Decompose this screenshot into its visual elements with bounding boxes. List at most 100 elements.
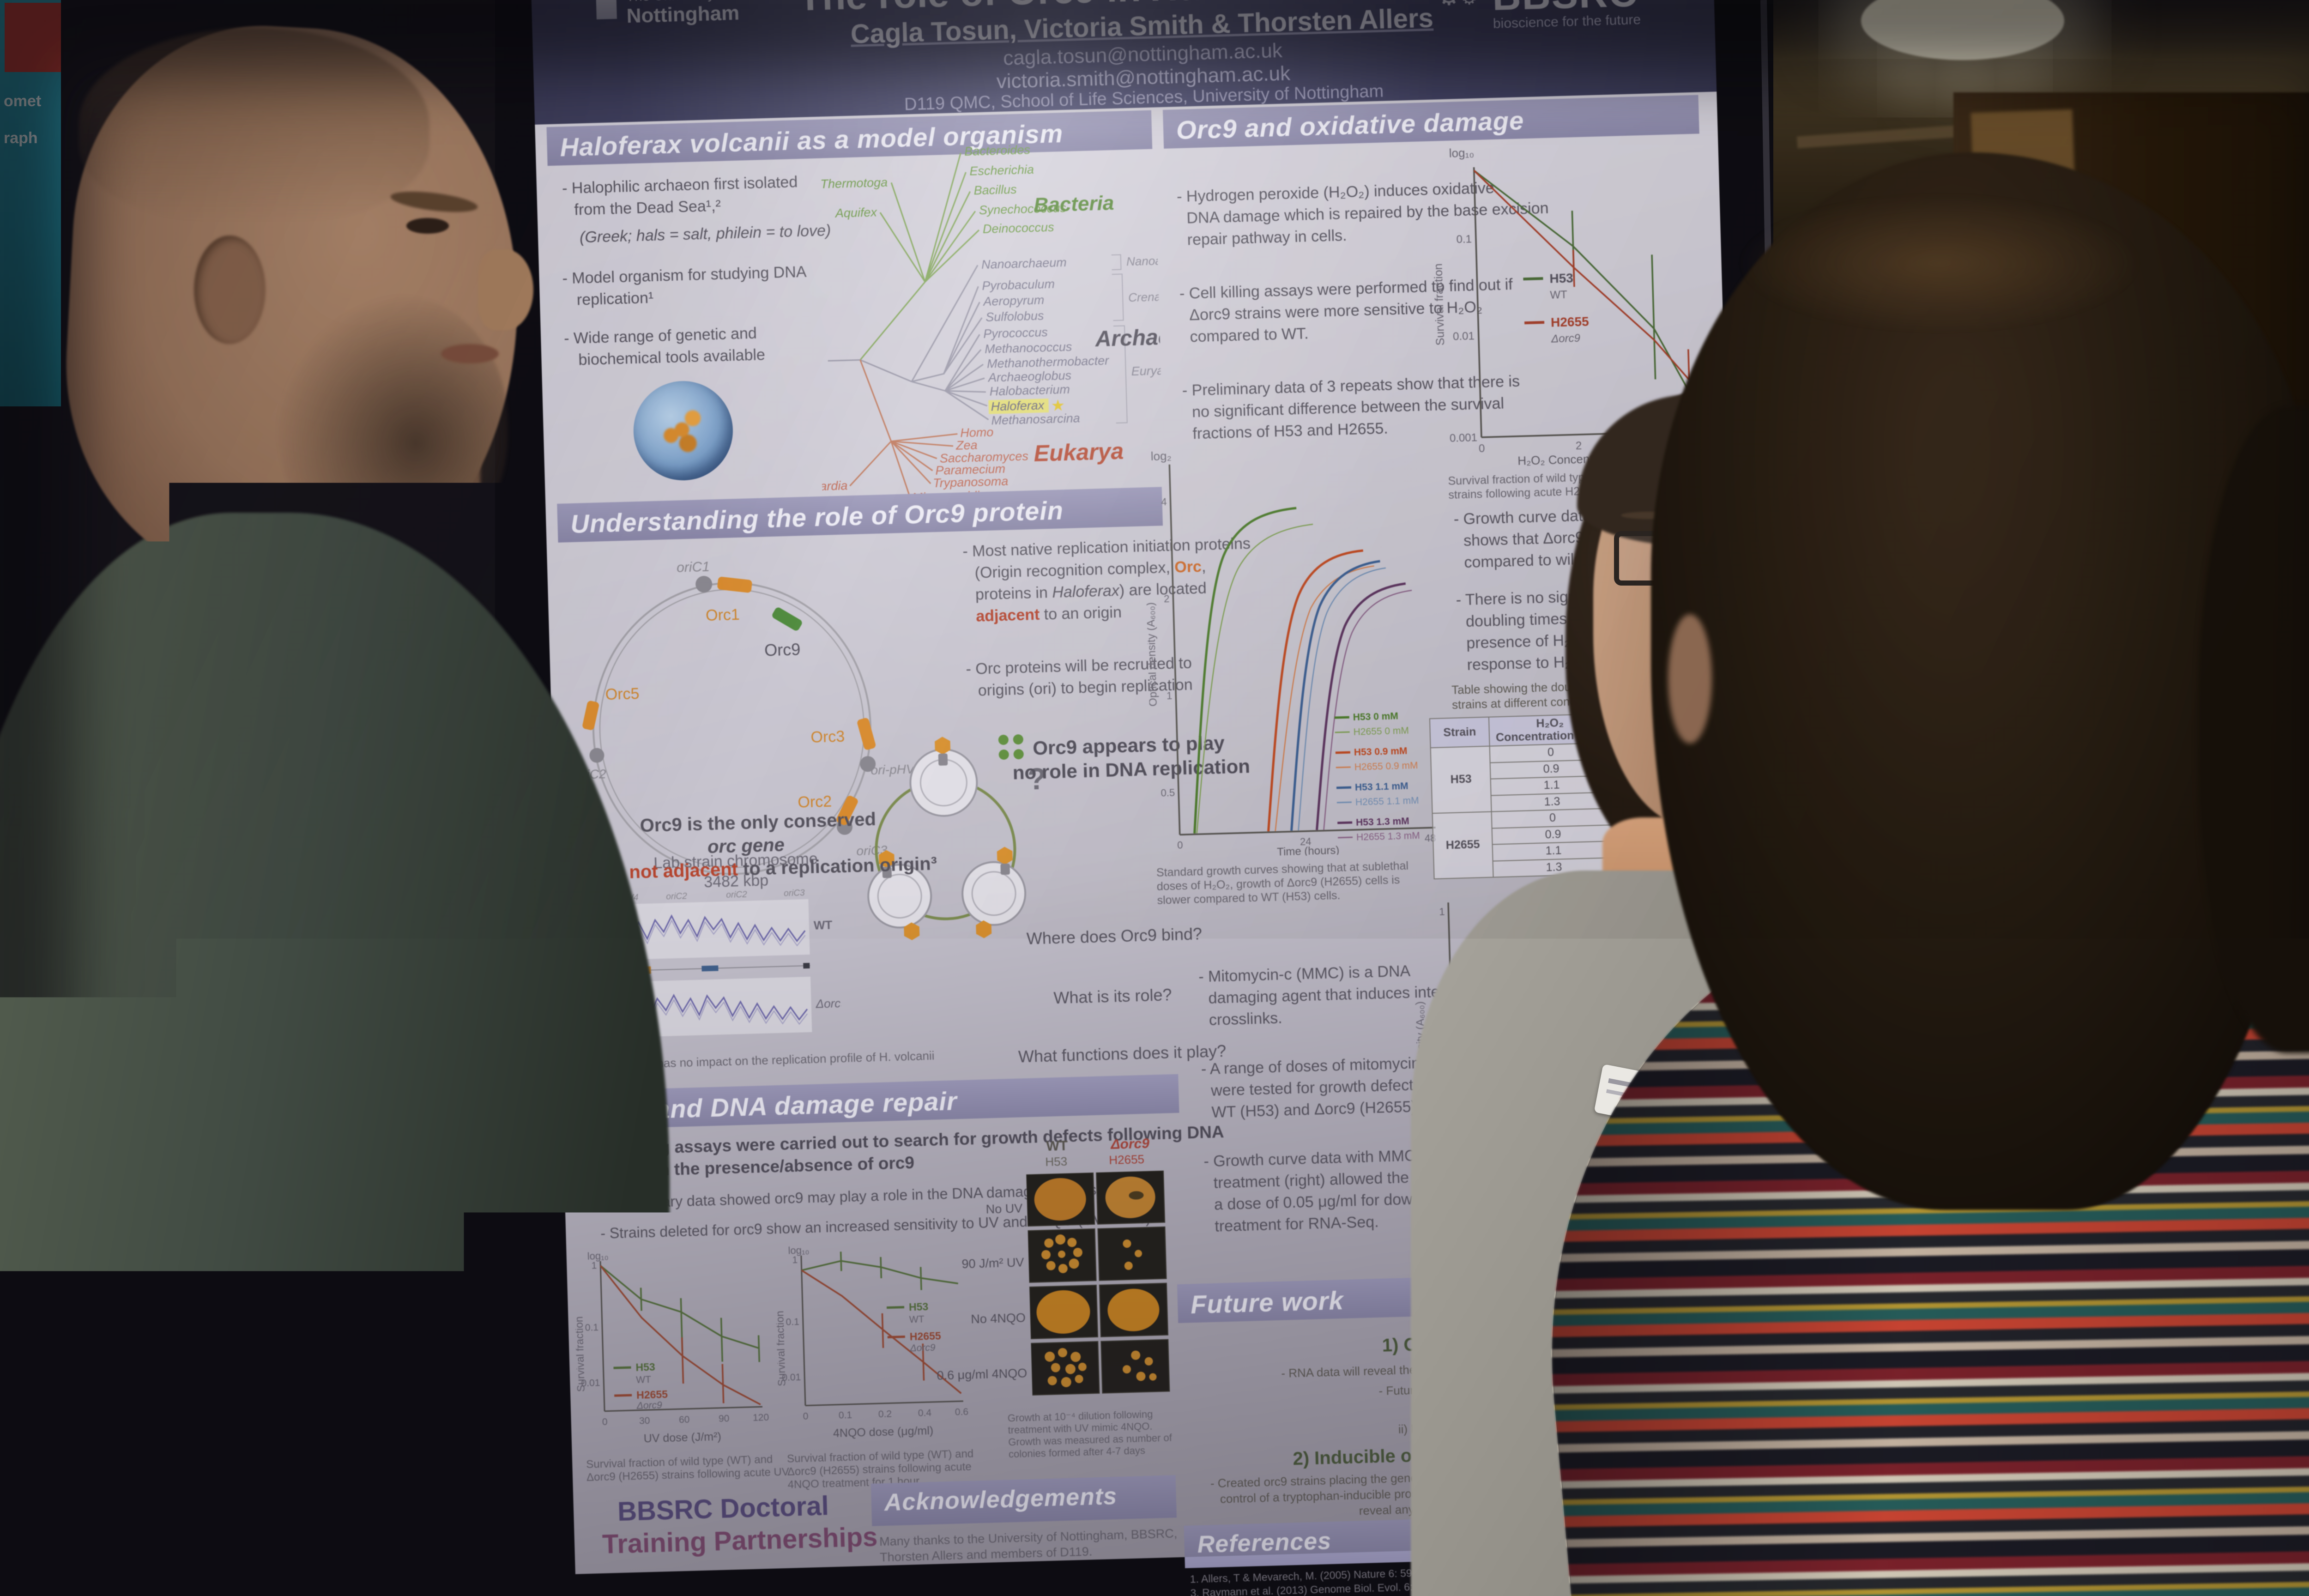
orc3-label: Orc3: [810, 728, 845, 746]
taxon-giardia: Giardia: [813, 478, 848, 493]
taxon-aeropyrum: Aeropyrum: [982, 293, 1045, 308]
h2o2-legend-dorc9: Δorc9: [1551, 332, 1581, 345]
nqo-legend-h2655: H2655: [909, 1330, 941, 1342]
man-lips: [441, 344, 499, 363]
gl-3: H2655 0.9 mM: [1354, 760, 1418, 773]
plates-col2-h2655: H2655: [1109, 1152, 1145, 1168]
gl-7: H2655 1.3 mM: [1356, 830, 1420, 843]
g-y3: 1: [1167, 690, 1173, 701]
gl-4: H53 1.1 mM: [1355, 781, 1408, 793]
taxon-methanococcus: Methanococcus: [985, 340, 1072, 356]
h2o2-y2: 0.01: [1453, 330, 1475, 343]
gl-0: H53 0 mM: [1353, 711, 1398, 723]
side-banner-text: omet: [4, 92, 41, 110]
replication-cartoon: ⬢⬢ ⬢⬢ ⬢ ?: [853, 694, 1054, 949]
s1-bullet1-greek: (Greek; hals = salt, philein = to love): [580, 221, 831, 248]
poster-session-photo: omet raph The University of Nottingham T…: [0, 0, 2309, 1596]
domain-archaea-label: Archaea: [1094, 325, 1165, 351]
g-y2: 2: [1164, 593, 1170, 605]
s2-adjacent-highlight: adjacent: [976, 606, 1040, 625]
taxon-bacteroides: Bacteroides: [964, 143, 1030, 158]
orc2-label: Orc2: [798, 793, 832, 811]
woman2-hair-highlight: [1736, 194, 2143, 332]
plates-col1-h53: H53: [1045, 1154, 1068, 1170]
h2o2-legend-h2655: H2655: [1551, 314, 1589, 329]
taxon-trypanosoma: Trypanosoma: [933, 474, 1009, 490]
tree-bacteria-labels: Thermotoga Aquifex Bacteroides Escherich…: [819, 142, 1067, 241]
s2-bullet1-l4: adjacent to an origin: [976, 603, 1122, 626]
taxon-bacillus: Bacillus: [973, 182, 1017, 198]
taxon-sulfolobus: Sulfolobus: [985, 308, 1044, 324]
uon-name-2: Nottingham: [626, 1, 740, 28]
tbl-strain-h53: H53: [1431, 746, 1492, 814]
taxon-haloferax: Haloferax: [991, 398, 1045, 413]
growth-curves-chart: log₂ Optical density (A₆₀₀) 4 2 1 0.5 0 …: [1142, 439, 1445, 860]
nqo-log-label: log₁₀: [788, 1244, 810, 1256]
h2o2-x0: 0: [1479, 442, 1485, 455]
gl-1: H2655 0 mM: [1353, 725, 1409, 738]
clade-nanoarchaeota-label: Nanoarchaeota: [1126, 252, 1165, 268]
nqo-legend-wt: WT: [909, 1314, 925, 1325]
r1-b3-l3: fractions of H53 and H2655.: [1192, 419, 1388, 444]
prof-tick3: oriC2: [666, 891, 687, 901]
profile-wt-label: WT: [813, 918, 832, 932]
tbl-h-strain: Strain: [1430, 717, 1490, 748]
h2o2-legend-h53: H53: [1549, 271, 1573, 285]
s2-b1b: (Origin recognition complex,: [974, 559, 1175, 582]
h2o2-legend-wt: WT: [1550, 289, 1567, 302]
colony-plates-figure: WT H53 Δorc9 H2655 No UV 90 J/m² UV No 4…: [947, 1134, 1177, 1463]
nqo-xticks: 0 0.1 0.2 0.4 0.6: [803, 1407, 968, 1422]
h2o2-ylabel: Survival fraction: [1432, 263, 1447, 346]
plates-row3-label: No 4NQO: [971, 1310, 1026, 1327]
plates-col1-wt: WT: [1046, 1137, 1068, 1155]
s2-caption-l2: orc gene: [707, 833, 785, 858]
side-banner-text2: raph: [4, 129, 38, 147]
taxon-thermotoga: Thermotoga: [820, 175, 888, 191]
taxon-methanothermobacter: Methanothermobacter: [987, 353, 1110, 370]
gl-6: H53 1.3 mM: [1356, 816, 1409, 828]
side-banner-red-block: [5, 3, 61, 72]
s2-b1g: to an origin: [1040, 604, 1122, 623]
domain-bacteria-label: Bacteria: [1034, 192, 1114, 217]
growth-log-label: log₂: [1150, 449, 1172, 463]
phylogenetic-tree: Thermotoga Aquifex Bacteroides Escherich…: [813, 134, 1165, 513]
prof-tick4: oriC2: [726, 890, 747, 900]
orc5-label: Orc5: [605, 685, 640, 703]
taxon-deinococcus: Deinococcus: [983, 220, 1054, 236]
bbsrc-cells-icon: ⚙⚙: [1436, 0, 1478, 12]
nqo-y1: 1: [792, 1255, 798, 1265]
h2o2-y1: 0.1: [1456, 233, 1472, 246]
section-header-orc9-protein: Understanding the role of Orc9 protein: [557, 487, 1163, 543]
bbsrc-logo: ⚙⚙ BBSRC bioscience for the future: [1492, 0, 1641, 32]
s2-b1d-italic: Haloferax: [1052, 582, 1120, 601]
tbl-strain-h2655: H2655: [1433, 812, 1493, 879]
taxon-methanosarcina: Methanosarcina: [991, 411, 1080, 427]
nqo-xlabel: 4NQO dose (μg/ml): [833, 1424, 934, 1440]
svg-text:⬢: ⬢: [902, 919, 922, 943]
clade-euryarchaeota-label: Euryarchaeota: [1131, 362, 1164, 378]
nqo-legend-h53: H53: [909, 1300, 929, 1313]
taxon-pyrobaculum: Pyrobaculum: [982, 277, 1055, 293]
tree-branches-archaea: [825, 265, 988, 424]
plates-col2-dorc9: Δorc9: [1111, 1135, 1150, 1154]
prof-tick5: oriC3: [784, 888, 805, 898]
h2o2-log-label: log₁₀: [1449, 145, 1474, 160]
r1-b1-l3: repair pathway in cells.: [1187, 226, 1347, 250]
replication-bubbles: [864, 747, 1026, 928]
s2-question-1: Where does Orc9 bind?: [1026, 923, 1202, 949]
r1-b2-l3: compared to WT.: [1190, 324, 1309, 347]
nqo-y3: 0.01: [782, 1372, 801, 1383]
tbl-h-conc-1: H₂O₂: [1536, 716, 1564, 730]
r1-mb3-l1: - Growth curve data with MMC: [1203, 1146, 1416, 1172]
uon-logo: The University of Nottingham: [626, 0, 740, 28]
nqo-x0: 0: [803, 1411, 808, 1421]
growth-xlabel: Time (hours): [1277, 844, 1340, 858]
tree-archaea-labels: Nanoarchaeum Pyrobaculum Aeropyrum Sulfo…: [981, 254, 1111, 427]
plates-row4-label: 0.6 μg/ml 4NQO: [937, 1366, 1027, 1384]
s2-not-adjacent: not adjacent: [629, 859, 738, 883]
nqo-x3: 0.4: [918, 1408, 932, 1419]
woman2-cheek: [1668, 614, 1712, 744]
archaeon-dna-squiggle: [653, 401, 710, 458]
h2o2-y3: 0.001: [1450, 431, 1478, 445]
man-ear: [194, 236, 266, 344]
